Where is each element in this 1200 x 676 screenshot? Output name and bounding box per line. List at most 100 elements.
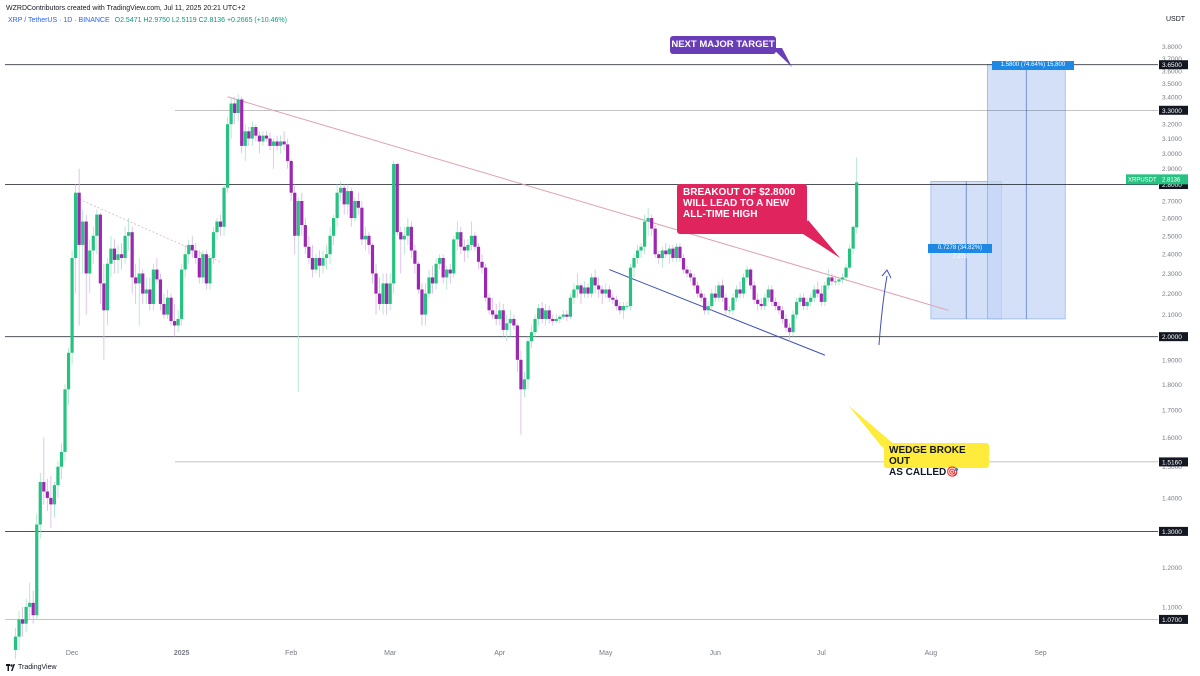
x-tick-label: Apr bbox=[494, 650, 506, 657]
projection-arrow-head bbox=[881, 269, 892, 279]
candle-body bbox=[773, 301, 777, 307]
tradingview-logo[interactable]: TradingView bbox=[6, 664, 57, 671]
candle-body bbox=[713, 293, 717, 298]
candle-body bbox=[745, 269, 749, 278]
candle-body bbox=[671, 248, 675, 259]
candle-body bbox=[784, 318, 788, 328]
candle-body bbox=[483, 267, 488, 298]
candle-body bbox=[533, 318, 537, 333]
candle-body bbox=[826, 277, 830, 286]
candle-body bbox=[172, 321, 177, 326]
candle-body bbox=[388, 283, 392, 304]
y-tick-label: 2.3000 bbox=[1162, 271, 1182, 278]
candle-body bbox=[119, 254, 124, 259]
y-tick-label: 1.7000 bbox=[1162, 408, 1182, 415]
candle-body bbox=[812, 289, 816, 298]
x-tick-label: Jul bbox=[817, 650, 826, 657]
x-tick-label: Sep bbox=[1034, 650, 1047, 657]
candle-body bbox=[127, 232, 131, 236]
level-tag-label: 2.8000 bbox=[1162, 182, 1182, 189]
symbol-info[interactable]: XRP / TetherUS · 1D · BINANCE O2.5471 H2… bbox=[8, 17, 287, 24]
price-axis: USDT 3.8000 3.7000 3.6000 3.5000 3.4000 3.3000… bbox=[1126, 0, 1200, 676]
candle-body bbox=[618, 306, 622, 311]
candle-body bbox=[452, 239, 456, 274]
candle-body bbox=[756, 299, 760, 304]
candle-body bbox=[696, 285, 700, 294]
candle-body bbox=[593, 277, 597, 286]
ohlc-values: O2.5471 H2.9750 L2.5119 C2.8136 +0.2665 … bbox=[114, 17, 287, 24]
candle-body bbox=[625, 306, 629, 307]
candle-body bbox=[741, 277, 746, 294]
candle-body bbox=[215, 221, 219, 233]
candle-body bbox=[17, 619, 21, 637]
y-tick-label: 3.1000 bbox=[1162, 136, 1182, 143]
x-tick-label: Dec bbox=[66, 650, 79, 657]
tradingview-brand: TradingView bbox=[18, 664, 57, 671]
candle-body bbox=[586, 287, 590, 294]
candle-body bbox=[420, 289, 424, 315]
candle-body bbox=[130, 232, 134, 278]
candle-body bbox=[293, 192, 297, 236]
candle-body bbox=[70, 258, 74, 353]
level-tag-label: 1.5160 bbox=[1162, 459, 1182, 466]
x-tick-label: Feb bbox=[285, 650, 297, 657]
candle-body bbox=[660, 250, 664, 259]
candle-body bbox=[317, 258, 322, 266]
candle-body bbox=[324, 254, 329, 259]
symbol-name[interactable]: XRP / TetherUS · 1D · BINANCE bbox=[8, 17, 110, 24]
candle-body bbox=[466, 244, 470, 251]
candle-body bbox=[643, 221, 647, 247]
wedge-lower-line bbox=[609, 269, 826, 356]
candle-body bbox=[699, 293, 703, 298]
candle-body bbox=[473, 235, 477, 247]
candle-body bbox=[282, 141, 286, 145]
horizontal-levels bbox=[5, 64, 1158, 620]
candle-body bbox=[335, 192, 339, 219]
candle-body bbox=[363, 235, 368, 240]
candle-body bbox=[402, 235, 406, 240]
candle-body bbox=[42, 482, 46, 492]
candle-body bbox=[176, 318, 180, 326]
candle-body bbox=[724, 297, 728, 311]
candle-body bbox=[692, 277, 696, 286]
wedge-callout: WEDGE BROKE OUT AS CALLED🎯 bbox=[884, 443, 989, 478]
candle-body bbox=[21, 619, 25, 624]
candle-body bbox=[158, 279, 163, 304]
candle-body bbox=[816, 289, 820, 294]
candle-body bbox=[522, 379, 527, 390]
candle-body bbox=[734, 289, 739, 298]
candle-body bbox=[802, 297, 806, 307]
y-tick-label: 2.6000 bbox=[1162, 216, 1182, 223]
candle-body bbox=[409, 226, 413, 251]
candle-body bbox=[360, 207, 364, 240]
candle-body bbox=[501, 310, 505, 330]
candle-body bbox=[579, 285, 583, 294]
level-tag-bg bbox=[1159, 526, 1188, 536]
candle-body bbox=[459, 232, 463, 247]
candle-body bbox=[38, 482, 42, 525]
candle-body bbox=[144, 289, 148, 294]
y-tick-label: 3.2000 bbox=[1162, 122, 1182, 129]
candle-body bbox=[830, 277, 834, 282]
candle-body bbox=[438, 258, 442, 264]
candle-body bbox=[102, 283, 106, 311]
target2-measure-chip: 1.5800 (74.64%) 15,800 bbox=[992, 61, 1074, 70]
candle-body bbox=[278, 141, 283, 146]
candle-body bbox=[105, 263, 110, 311]
wedge-callout-pointer bbox=[848, 405, 895, 447]
candle-body bbox=[261, 135, 265, 142]
candle-body bbox=[257, 135, 261, 142]
level-tag-label: 2.0000 bbox=[1162, 334, 1182, 341]
candle-body bbox=[851, 226, 855, 249]
candle-body bbox=[56, 466, 60, 486]
y-tick-label: 1.8000 bbox=[1162, 382, 1182, 389]
level-tag-bg bbox=[1159, 332, 1188, 342]
candle-body bbox=[480, 261, 484, 268]
y-tick-label: 1.5000 bbox=[1162, 464, 1182, 471]
candle-body bbox=[515, 325, 519, 360]
y-tick-label: 3.6000 bbox=[1162, 68, 1182, 75]
candle-body bbox=[639, 246, 643, 251]
candle-body bbox=[646, 218, 650, 222]
candle-body bbox=[568, 297, 572, 317]
